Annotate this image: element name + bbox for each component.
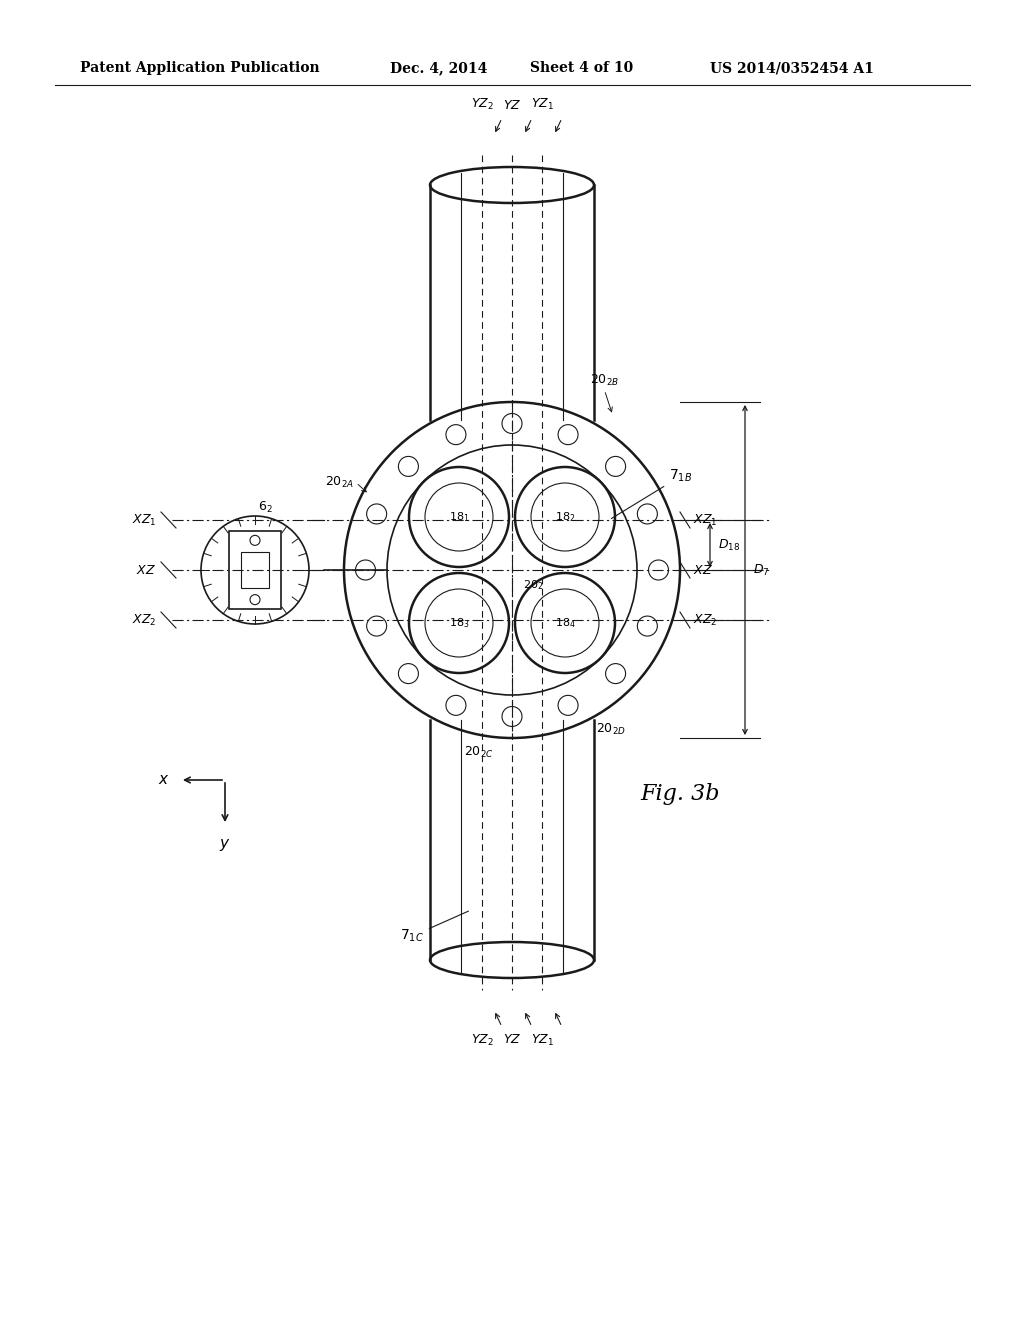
Text: $D_7$: $D_7$ <box>753 562 769 578</box>
Text: $6_2$: $6_2$ <box>258 500 272 515</box>
Text: $YZ_1$: $YZ_1$ <box>530 1034 553 1048</box>
Text: Patent Application Publication: Patent Application Publication <box>80 61 319 75</box>
Text: $18_3$: $18_3$ <box>449 616 469 630</box>
Text: $y$: $y$ <box>219 837 230 853</box>
Bar <box>229 531 281 609</box>
Text: $XZ$: $XZ$ <box>136 564 156 577</box>
Text: $D_{18}$: $D_{18}$ <box>718 537 740 553</box>
Text: $XZ_2$: $XZ_2$ <box>132 612 156 627</box>
Text: $20_2$: $20_2$ <box>522 578 543 591</box>
Text: $YZ$: $YZ$ <box>503 1034 521 1045</box>
Bar <box>241 553 269 587</box>
Text: $YZ_2$: $YZ_2$ <box>471 1034 494 1048</box>
Text: $7_{1C}$: $7_{1C}$ <box>400 911 468 944</box>
Text: $7_{1B}$: $7_{1B}$ <box>611 469 692 519</box>
Text: $XZ_1$: $XZ_1$ <box>132 512 156 528</box>
Text: US 2014/0352454 A1: US 2014/0352454 A1 <box>710 61 873 75</box>
Text: $YZ$: $YZ$ <box>503 99 521 112</box>
Text: $x$: $x$ <box>159 774 170 787</box>
Text: $YZ_2$: $YZ_2$ <box>471 96 494 112</box>
Text: $XZ_1$: $XZ_1$ <box>693 512 718 528</box>
Text: $20_{2C}$: $20_{2C}$ <box>464 744 494 760</box>
Text: Sheet 4 of 10: Sheet 4 of 10 <box>530 61 633 75</box>
Text: $20_{2D}$: $20_{2D}$ <box>596 722 626 737</box>
Text: $20_{2B}$: $20_{2B}$ <box>590 374 618 388</box>
Text: $XZ_2$: $XZ_2$ <box>693 612 717 627</box>
Text: Fig. 3b: Fig. 3b <box>640 783 720 805</box>
Text: $18_4$: $18_4$ <box>555 616 575 630</box>
Text: $XZ$: $XZ$ <box>693 564 713 577</box>
Text: $18_2$: $18_2$ <box>555 510 575 524</box>
Text: $18_1$: $18_1$ <box>449 510 469 524</box>
Text: $20_{2A}$: $20_{2A}$ <box>325 475 354 490</box>
Text: Dec. 4, 2014: Dec. 4, 2014 <box>390 61 487 75</box>
Text: $YZ_1$: $YZ_1$ <box>530 96 553 112</box>
